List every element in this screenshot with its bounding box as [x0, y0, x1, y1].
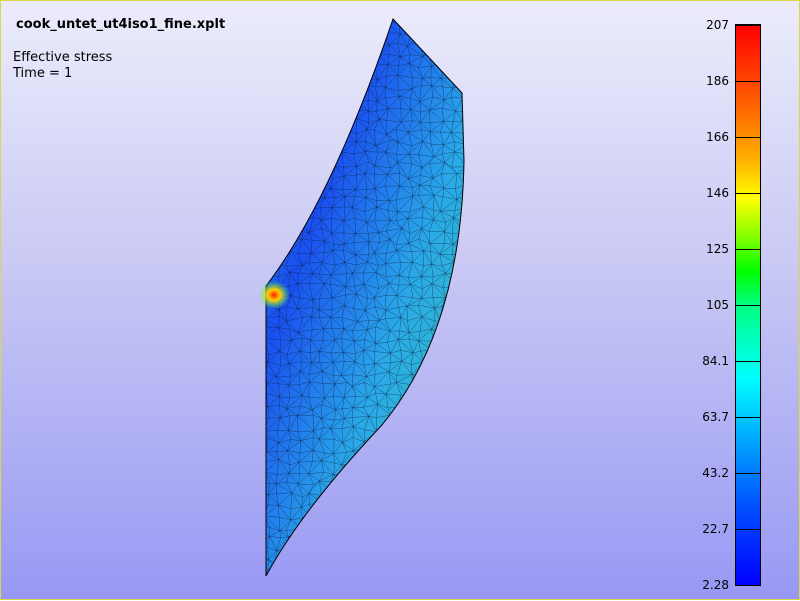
legend-tick [735, 193, 761, 194]
legend-tick [735, 25, 761, 26]
time-label: Time = 1 [13, 66, 73, 81]
legend-tick-label: 63.7 [702, 410, 729, 424]
legend-tick-label: 207 [706, 18, 729, 32]
legend-tick-label: 2.28 [702, 578, 729, 592]
legend-tick-label: 166 [706, 130, 729, 144]
variable-label: Effective stress [13, 50, 113, 65]
stress-hotspot [258, 281, 290, 309]
legend-tick-label: 186 [706, 74, 729, 88]
legend-tick [735, 361, 761, 362]
legend-tick-label: 146 [706, 186, 729, 200]
legend-tick [735, 585, 761, 586]
legend-tick-label: 105 [706, 298, 729, 312]
legend-tick [735, 473, 761, 474]
legend-tick-label: 84.1 [702, 354, 729, 368]
legend-tick-label: 125 [706, 242, 729, 256]
legend-tick [735, 529, 761, 530]
legend-tick [735, 249, 761, 250]
file-title: cook_untet_ut4iso1_fine.xplt [16, 17, 226, 32]
legend-tick [735, 81, 761, 82]
legend-tick-label: 43.2 [702, 466, 729, 480]
legend-tick [735, 137, 761, 138]
legend-tick-label: 22.7 [702, 522, 729, 536]
legend-tick [735, 417, 761, 418]
legend-tick [735, 305, 761, 306]
